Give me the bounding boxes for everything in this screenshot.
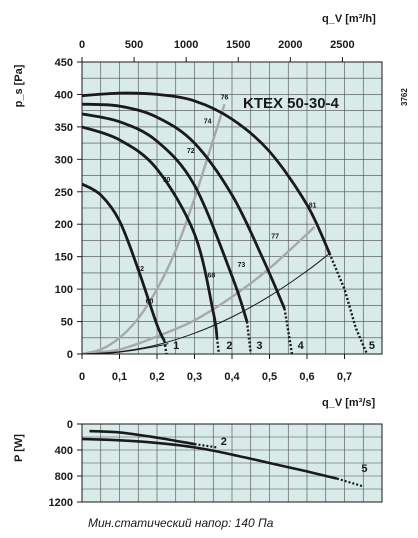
fan-curve-5 (82, 91, 331, 254)
x-tick-label: 0,7 (337, 371, 352, 383)
chart-labels: 0 0,1 0,2 0,3 0,4 0,5 0,6 0,70 500 1000 1500 2000 25… (49, 39, 375, 509)
y-tick-label: 100 (55, 284, 73, 296)
fan-curve-2 (82, 125, 219, 338)
x-tick-label: 0 (79, 371, 85, 383)
efficiency-line (82, 103, 226, 354)
x-tick-label: 0,4 (224, 371, 240, 383)
fan-curve-tail-3 (245, 321, 252, 354)
fan-curve-4 (82, 102, 286, 310)
fan-curve-3 (82, 112, 249, 323)
chart-title: KTEX 50-30-4 (243, 95, 340, 112)
power-y-tick-label: 800 (55, 471, 73, 483)
x-tick-label: 0,1 (112, 371, 127, 383)
fan-curve-label-2: 2 (226, 340, 232, 352)
fan-curve-tail-2 (215, 337, 221, 354)
y-tick-label: 0 (67, 349, 73, 361)
y-tick-label: 400 (55, 89, 73, 101)
y-tick-label: 450 (55, 57, 73, 69)
y-tick-label: 350 (55, 122, 73, 134)
power-marks (82, 429, 364, 488)
main-plot-frame (81, 61, 383, 355)
efficiency-annotation: 77 (271, 233, 279, 240)
top-tick-label: 2000 (278, 39, 302, 51)
x-tick-label: 0,5 (262, 371, 277, 383)
power-curve-tail-5 (336, 477, 364, 488)
efficiency-annotation: 72 (187, 148, 195, 155)
top-tick-label: 1500 (226, 39, 250, 51)
top-tick-label: 0 (79, 39, 85, 51)
power-grid (82, 424, 382, 502)
fan-curve-label-3: 3 (256, 340, 262, 352)
top-tick-label: 2500 (330, 39, 354, 51)
power-y-tick-label: 0 (67, 419, 73, 431)
top-axis-label: q_V [m³/h] (322, 13, 376, 25)
power-y-tick-label: 1200 (49, 497, 73, 509)
power-curve-2 (89, 429, 195, 446)
bottom-axis-label: q_V [m³/s] (322, 397, 376, 409)
main-marks (82, 91, 369, 354)
fan-curve-tail-5 (328, 252, 369, 354)
main-grid (82, 62, 382, 354)
power-y-axis-label: P [W] (13, 434, 25, 462)
efficiency-annotation: 68 (207, 272, 215, 279)
efficiency-annotation: 73 (237, 262, 245, 269)
y-tick-label: 300 (55, 154, 73, 166)
chart-code: 3762 (400, 88, 409, 106)
x-tick-label: 0,6 (299, 371, 314, 383)
y-tick-label: 150 (55, 252, 73, 264)
efficiency-annotation: 74 (204, 119, 212, 126)
efficiency-annotation: 62 (136, 266, 144, 273)
main-y-axis-label: p_s [Pa] (13, 64, 25, 107)
fan-curve-label-4: 4 (298, 340, 305, 352)
min-static-pressure-note: Мин.статический напор: 140 Па (88, 516, 274, 530)
efficiency-annotation: 70 (162, 177, 170, 184)
power-curve-label-2: 2 (221, 436, 227, 448)
fan-curve-label-5: 5 (369, 340, 375, 352)
x-tick-label: 0,3 (187, 371, 202, 383)
power-curve-label-5: 5 (361, 463, 367, 475)
y-tick-label: 250 (55, 187, 73, 199)
fan-curve-1 (82, 182, 166, 342)
system-curve (82, 343, 169, 354)
efficiency-annotation: 60 (146, 298, 154, 305)
top-tick-label: 1000 (174, 39, 198, 51)
y-tick-label: 200 (55, 219, 73, 231)
y-tick-label: 50 (61, 317, 73, 329)
power-plot-frame (81, 423, 383, 503)
power-curve-5 (82, 437, 338, 480)
fan-curve-label-1: 1 (173, 340, 179, 352)
x-tick-label: 0,2 (149, 371, 164, 383)
power-y-tick-label: 400 (55, 445, 73, 457)
top-tick-label: 500 (125, 39, 143, 51)
efficiency-annotation: 81 (309, 202, 317, 209)
efficiency-annotation: 76 (221, 95, 229, 102)
